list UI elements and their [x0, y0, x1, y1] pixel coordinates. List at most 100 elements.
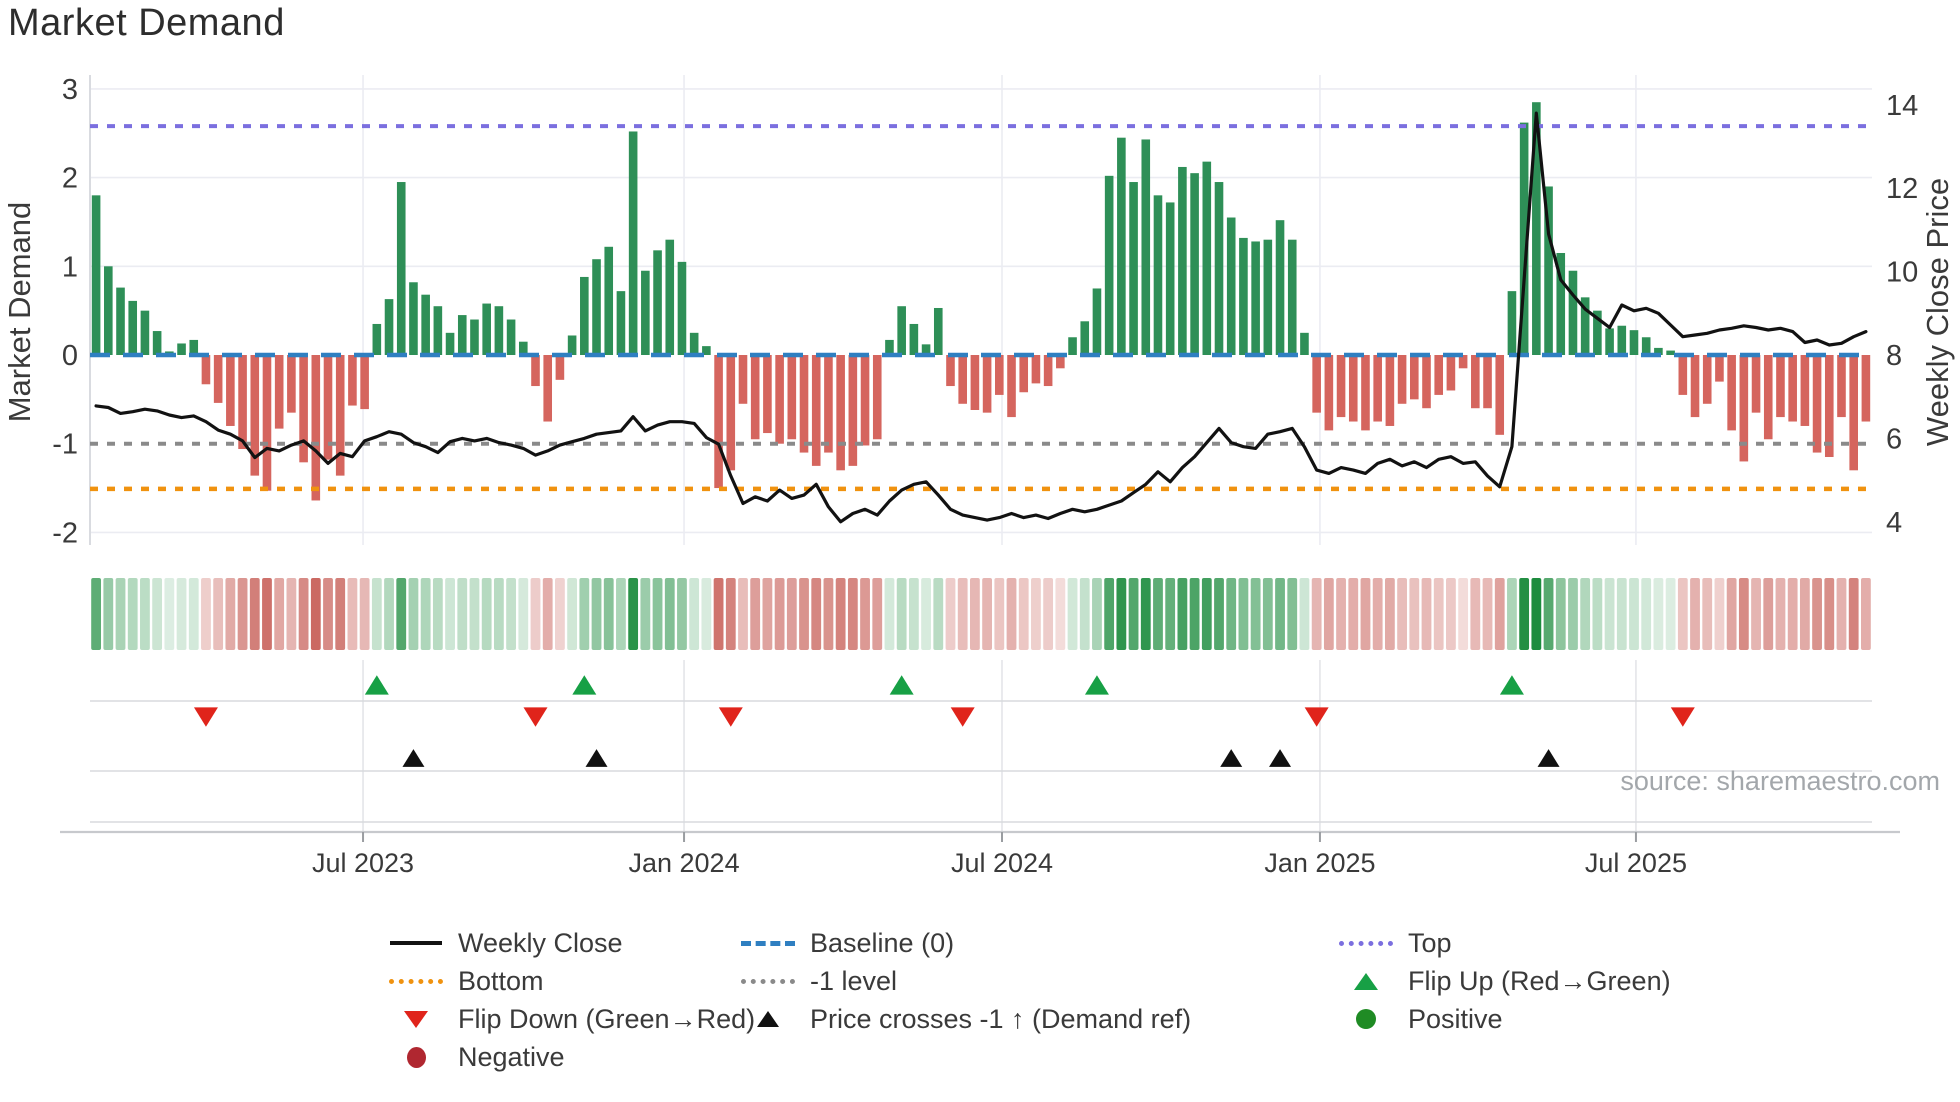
demand-bar	[1239, 237, 1248, 355]
heatmap-cell	[1018, 578, 1029, 650]
heatmap-cell	[384, 578, 394, 650]
demand-bar	[1348, 355, 1358, 422]
heatmap-cell	[201, 578, 211, 650]
demand-bar	[824, 355, 833, 453]
demand-bar	[1312, 355, 1321, 413]
demand-bar	[1251, 241, 1260, 355]
demand-bar	[1178, 166, 1187, 355]
demand-bar	[726, 355, 736, 471]
demand-bar	[860, 355, 870, 446]
demand-bar	[885, 339, 894, 355]
flip-down-marker	[1670, 707, 1695, 727]
demand-bar	[1812, 355, 1822, 453]
demand-bar	[91, 195, 101, 355]
demand-bar	[470, 319, 479, 355]
heatmap-cell	[1336, 578, 1346, 650]
right-axis-tick: 10	[1886, 257, 1918, 289]
heatmap-cell	[616, 578, 626, 650]
demand-bar	[995, 355, 1004, 395]
heatmap-cell	[847, 578, 858, 650]
heatmap-cell	[493, 578, 504, 650]
demand-bar	[372, 323, 382, 355]
heatmap-cell	[1043, 578, 1054, 650]
legend-label: Price crosses -1 ↑ (Demand ref)	[810, 1003, 1192, 1034]
legend-item-weekly-close: Weekly Close	[388, 926, 623, 960]
flip-up-marker	[1499, 675, 1524, 695]
demand-bar	[799, 355, 809, 453]
heatmap-cell	[1824, 578, 1835, 650]
heatmap-cell	[310, 578, 321, 650]
flip-up-marker	[364, 675, 389, 695]
heatmap-cell	[1543, 578, 1554, 650]
demand-bar	[641, 270, 650, 355]
demand-bar	[360, 355, 369, 410]
left-axis-tick: -2	[52, 517, 78, 549]
heatmap-cell	[432, 578, 443, 650]
heatmap-cell	[1055, 578, 1066, 650]
demand-bar	[653, 250, 662, 355]
heatmap-cell	[237, 578, 248, 650]
demand-bar	[1373, 355, 1382, 422]
demand-bar	[677, 261, 687, 355]
demand-bar	[1190, 173, 1199, 355]
heatmap-cell	[725, 578, 736, 650]
heatmap-cell	[140, 578, 150, 650]
heatmap-cell	[1311, 578, 1322, 650]
heatmap-cell	[1494, 578, 1505, 650]
demand-bar	[1434, 355, 1444, 395]
heatmap-cell	[1092, 578, 1102, 650]
legend-item-minus1-level: -1 level	[740, 964, 897, 998]
legend-item-flip-up: Flip Up (Red→Green)	[1338, 964, 1671, 998]
heatmap-cell	[445, 578, 455, 650]
heatmap-cell	[1433, 578, 1444, 650]
heatmap-cell	[1751, 578, 1761, 650]
demand-bar	[396, 182, 406, 355]
heatmap-cell	[164, 578, 175, 650]
price-cross-marker	[1269, 749, 1292, 767]
demand-bar	[457, 315, 467, 355]
demand-bar	[1544, 186, 1553, 355]
demand-bar	[1458, 355, 1468, 369]
demand-bar	[1153, 195, 1163, 355]
demand-bar	[872, 355, 882, 440]
heatmap-cell	[1738, 578, 1749, 650]
demand-bar	[1580, 297, 1590, 355]
heatmap-cell	[469, 578, 480, 650]
heatmap-cell	[1519, 578, 1530, 650]
heatmap-cell	[786, 578, 797, 650]
legend-label: Baseline (0)	[810, 927, 955, 958]
heatmap-cell	[957, 578, 968, 650]
legend-item-flip-down: Flip Down (Green→Red)	[388, 1002, 755, 1036]
demand-bar	[1300, 332, 1309, 355]
demand-bar	[982, 355, 992, 413]
demand-bar	[1617, 325, 1627, 355]
demand-bar	[933, 307, 943, 355]
heatmap-cell	[1226, 578, 1237, 650]
demand-bar	[1202, 161, 1212, 355]
demand-bar	[1275, 220, 1285, 355]
heatmap-cell	[1067, 578, 1078, 650]
heatmap-cell	[1384, 578, 1395, 650]
demand-bar	[946, 355, 955, 387]
demand-bar	[921, 344, 931, 355]
heatmap-cell	[1177, 578, 1188, 650]
demand-bar	[494, 306, 504, 355]
demand-bar	[1226, 217, 1236, 355]
heatmap-cell	[1458, 578, 1469, 650]
demand-bar	[1861, 355, 1871, 422]
right-axis-tick: 4	[1886, 507, 1902, 539]
demand-bar	[1849, 355, 1858, 471]
legend-label: Bottom	[458, 965, 544, 996]
demand-bar	[1092, 288, 1102, 355]
demand-bar	[836, 355, 845, 471]
heatmap-cell	[1604, 578, 1615, 650]
heatmap-cell	[1848, 578, 1859, 650]
demand-bar	[1031, 355, 1041, 384]
heatmap-cell	[1836, 578, 1847, 650]
heatmap-cell	[1763, 578, 1774, 650]
heatmap-cell	[213, 578, 224, 650]
x-axis-tick-label: Jan 2024	[628, 848, 739, 878]
heatmap-cell	[152, 578, 163, 650]
heatmap-cell	[396, 578, 407, 650]
heatmap-cell	[408, 578, 419, 650]
